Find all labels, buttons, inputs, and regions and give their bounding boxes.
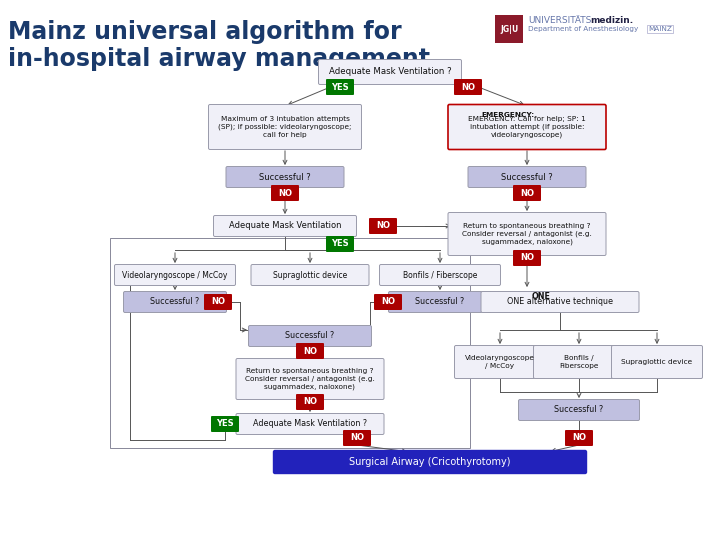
FancyBboxPatch shape (236, 359, 384, 400)
FancyBboxPatch shape (124, 292, 227, 313)
Text: NO: NO (303, 347, 317, 355)
Text: NO: NO (381, 298, 395, 307)
Text: Videolaryngoscope / McCoy: Videolaryngoscope / McCoy (122, 271, 228, 280)
FancyBboxPatch shape (369, 218, 397, 234)
FancyBboxPatch shape (236, 414, 384, 435)
Text: Successful ?: Successful ? (501, 172, 553, 181)
Text: Successful ?: Successful ? (415, 298, 464, 307)
Text: ONE alternative technique: ONE alternative technique (507, 298, 613, 307)
Text: EMERGENCY: Call for help; SP: 1
intubation attempt (if possible:
videolaryngosco: EMERGENCY: Call for help; SP: 1 intubati… (468, 116, 586, 138)
FancyBboxPatch shape (448, 213, 606, 255)
Text: YES: YES (331, 83, 348, 91)
Text: NO: NO (520, 253, 534, 262)
Text: ONE: ONE (532, 293, 551, 301)
FancyBboxPatch shape (209, 105, 361, 150)
FancyBboxPatch shape (296, 343, 324, 359)
Text: in-hospital airway management: in-hospital airway management (8, 47, 430, 71)
Text: Department of Anesthesiology: Department of Anesthesiology (528, 26, 638, 32)
Text: Supraglottic device: Supraglottic device (621, 359, 693, 365)
Text: NO: NO (278, 188, 292, 198)
Text: Videolaryngoscope
/ McCoy: Videolaryngoscope / McCoy (465, 355, 535, 369)
FancyBboxPatch shape (513, 250, 541, 266)
FancyBboxPatch shape (248, 326, 372, 347)
FancyBboxPatch shape (271, 185, 299, 201)
FancyBboxPatch shape (326, 79, 354, 95)
FancyBboxPatch shape (114, 265, 235, 286)
FancyBboxPatch shape (326, 236, 354, 252)
Text: Successful ?: Successful ? (285, 332, 335, 341)
Text: NO: NO (520, 188, 534, 198)
Text: Return to spontaneous breathing ?
Consider reversal / antagonist (e.g.
sugammade: Return to spontaneous breathing ? Consid… (462, 223, 592, 245)
Text: Bonfils / Fiberscope: Bonfils / Fiberscope (402, 271, 477, 280)
FancyBboxPatch shape (318, 59, 462, 84)
Text: NO: NO (350, 434, 364, 442)
FancyBboxPatch shape (534, 346, 624, 379)
FancyBboxPatch shape (518, 400, 639, 421)
Text: Maximum of 3 intubation attempts
(SP); if possible: videolaryngoscope;
call for : Maximum of 3 intubation attempts (SP); i… (218, 116, 351, 138)
FancyBboxPatch shape (379, 265, 500, 286)
FancyBboxPatch shape (611, 346, 703, 379)
Text: Successful ?: Successful ? (259, 172, 311, 181)
Text: YES: YES (216, 420, 234, 429)
FancyBboxPatch shape (214, 215, 356, 237)
Text: Adequate Mask Ventilation ?: Adequate Mask Ventilation ? (329, 68, 451, 77)
Text: YES: YES (331, 240, 348, 248)
FancyBboxPatch shape (374, 294, 402, 310)
Text: NO: NO (211, 298, 225, 307)
Text: NO: NO (376, 221, 390, 231)
FancyBboxPatch shape (481, 292, 639, 313)
FancyBboxPatch shape (251, 265, 369, 286)
FancyBboxPatch shape (343, 430, 371, 446)
Text: Mainz universal algorithm for: Mainz universal algorithm for (8, 20, 402, 44)
Text: MAINZ: MAINZ (648, 26, 672, 32)
Text: Adequate Mask Ventilation: Adequate Mask Ventilation (229, 221, 341, 231)
FancyBboxPatch shape (296, 394, 324, 410)
FancyBboxPatch shape (448, 105, 606, 150)
Text: NO: NO (461, 83, 475, 91)
Text: Adequate Mask Ventilation ?: Adequate Mask Ventilation ? (253, 420, 367, 429)
Text: NO: NO (303, 397, 317, 407)
Text: EMERGENCY:: EMERGENCY: (482, 112, 535, 118)
Bar (110, 238, 470, 448)
Text: medizin.: medizin. (590, 16, 633, 25)
Text: NO: NO (572, 434, 586, 442)
FancyBboxPatch shape (565, 430, 593, 446)
Text: JG|U: JG|U (500, 24, 518, 33)
Text: Successful ?: Successful ? (554, 406, 603, 415)
FancyBboxPatch shape (204, 294, 232, 310)
Text: Surgical Airway (Cricothyrotomy): Surgical Airway (Cricothyrotomy) (349, 457, 510, 467)
FancyBboxPatch shape (274, 450, 587, 474)
Text: Bonfils /
Fiberscope: Bonfils / Fiberscope (559, 355, 599, 369)
FancyBboxPatch shape (468, 166, 586, 187)
FancyBboxPatch shape (211, 416, 239, 432)
FancyBboxPatch shape (389, 292, 492, 313)
Text: Supraglottic device: Supraglottic device (273, 271, 347, 280)
FancyBboxPatch shape (495, 15, 523, 43)
FancyBboxPatch shape (454, 79, 482, 95)
FancyBboxPatch shape (226, 166, 344, 187)
FancyBboxPatch shape (513, 185, 541, 201)
Text: Return to spontaneous breathing ?
Consider reversal / antagonist (e.g.
sugammade: Return to spontaneous breathing ? Consid… (245, 368, 375, 390)
Text: Successful ?: Successful ? (150, 298, 199, 307)
Text: UNIVERSITÄTS: UNIVERSITÄTS (528, 16, 591, 25)
FancyBboxPatch shape (454, 346, 546, 379)
